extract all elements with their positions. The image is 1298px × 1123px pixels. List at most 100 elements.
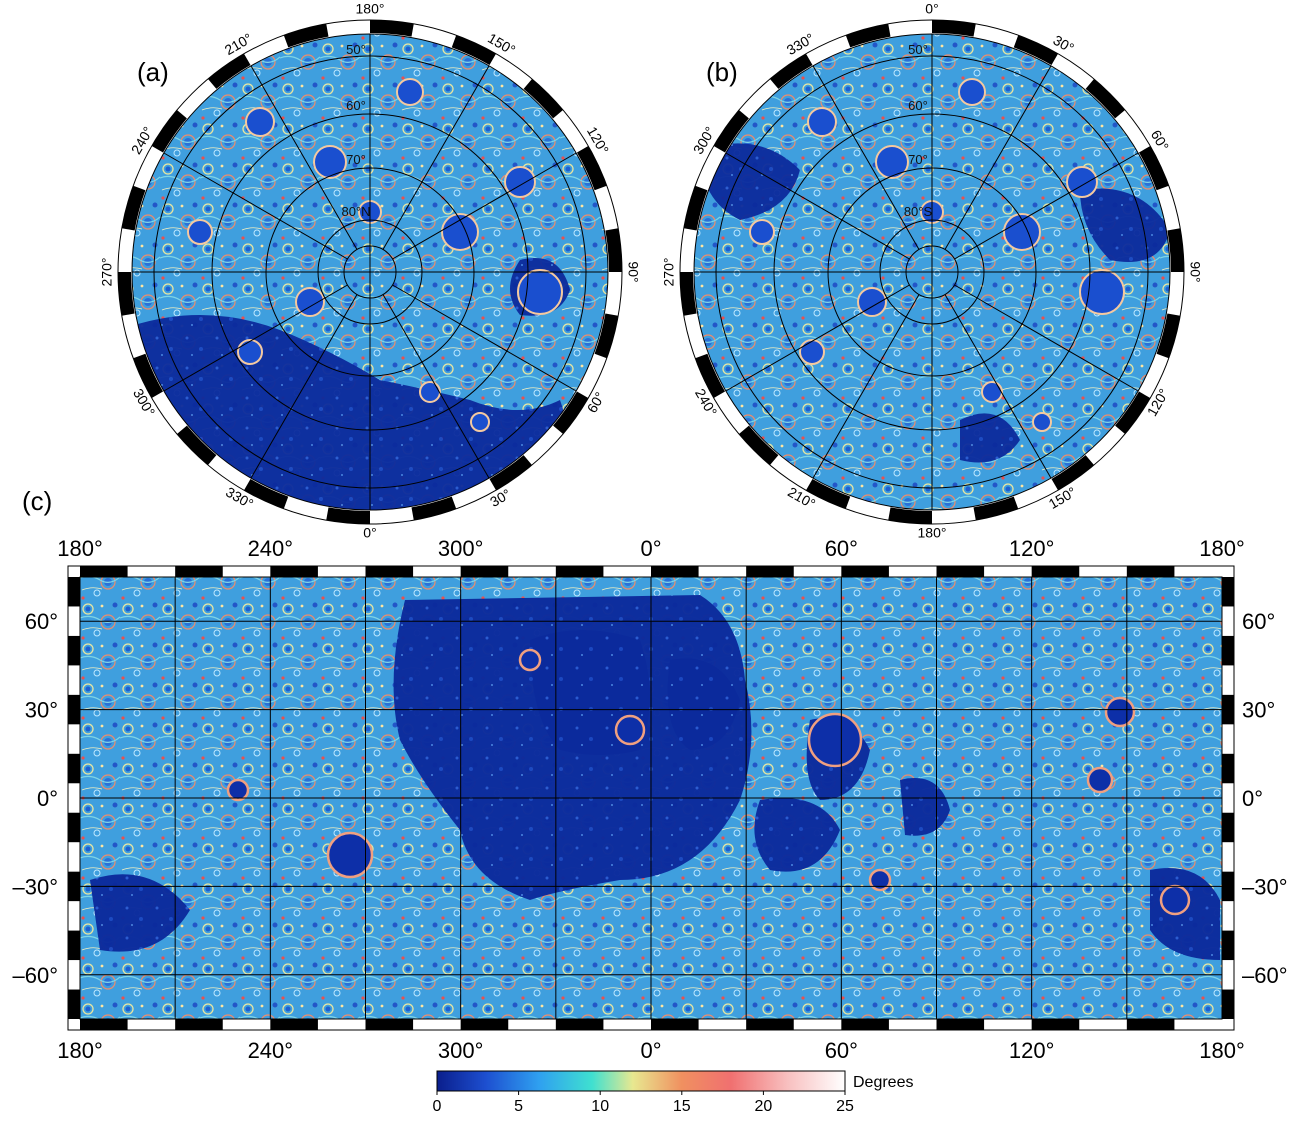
polar-surface	[132, 34, 608, 510]
colorbar-tick-label: 5	[514, 1098, 523, 1115]
colorbar: 0 5 10 15 20 25 Degrees	[433, 1070, 913, 1115]
frame-tick	[841, 1019, 889, 1030]
frame-tick	[175, 1019, 223, 1030]
meridian-line	[812, 294, 920, 479]
frame-tick	[1167, 228, 1184, 272]
latitude-label-right: –30°	[1242, 874, 1288, 899]
frame-tick	[1222, 753, 1234, 784]
latitude-label-right: 60°	[1242, 609, 1275, 634]
meridian-line	[944, 294, 1052, 479]
crater	[518, 648, 542, 672]
longitude-label-top: 180°	[1199, 536, 1245, 561]
meridian-line	[382, 294, 490, 479]
frame-tick	[68, 694, 80, 725]
frame-tick	[1051, 455, 1094, 491]
longitude-label-bottom: 240°	[248, 1038, 294, 1063]
frame-tick	[651, 566, 699, 577]
longitude-label-top: 60°	[825, 536, 858, 561]
frame-tick	[68, 871, 80, 902]
crater	[237, 339, 263, 365]
frame-tick	[713, 110, 749, 153]
frame-tick	[738, 425, 779, 466]
longitude-label: 0°	[363, 525, 376, 541]
meridian-line	[812, 65, 920, 250]
global-map: 180° 180° 240° 240° 300° 300° 0° 0° 60° 60° 120° 12…	[12, 536, 1287, 1063]
longitude-label-bottom: 120°	[1009, 1038, 1055, 1063]
frame-tick	[270, 566, 318, 577]
crater	[868, 868, 892, 892]
latitude-label-left: –60°	[12, 963, 58, 988]
mare-region	[132, 315, 600, 510]
meridian-line	[382, 65, 490, 250]
longitude-label-bottom: 180°	[57, 1038, 103, 1063]
frame-tick	[1222, 694, 1234, 725]
meridian-line	[163, 152, 348, 260]
crater	[807, 107, 837, 137]
meridian-line	[954, 152, 1139, 260]
south-polar-map: 0°30°60°90°120°150°180°210°240°270°300°3…	[661, 1, 1204, 541]
crater	[470, 412, 490, 432]
frame-tick	[68, 930, 80, 961]
latitude-label: 70°	[346, 152, 366, 167]
frame-tick	[68, 989, 80, 1019]
meridian-line	[250, 65, 358, 250]
frame-tick	[845, 23, 891, 48]
crater	[875, 145, 909, 179]
crater	[245, 107, 275, 137]
frame-tick	[1222, 930, 1234, 961]
frame-tick	[489, 455, 532, 491]
latitude-label-left: 0°	[37, 786, 58, 811]
frame-tick	[1031, 1019, 1080, 1030]
north-polar-map: 180°150°120°90°60°30°0°330°300°270°240°2…	[99, 1, 642, 541]
frame-tick	[1222, 871, 1234, 902]
frame-tick	[451, 35, 496, 66]
latitude-label: 50°	[908, 42, 928, 57]
frame-tick	[176, 425, 217, 466]
meridian-line	[944, 65, 1052, 250]
colorbar-tick-label: 0	[433, 1098, 442, 1115]
frame-tick	[1126, 566, 1175, 577]
crater	[313, 145, 347, 179]
frame-tick	[770, 53, 813, 89]
frame-tick	[1156, 313, 1181, 359]
latitude-label-left: –30°	[12, 874, 58, 899]
colorbar-tick-label: 15	[673, 1098, 691, 1115]
frame-tick	[973, 496, 1019, 521]
frame-tick	[936, 566, 985, 577]
crater	[226, 778, 250, 802]
frame-tick	[683, 185, 708, 231]
longitude-label: 270°	[99, 258, 115, 287]
crater	[1032, 412, 1052, 432]
longitude-label: 180°	[356, 1, 385, 17]
panel-c-label: (c)	[22, 486, 53, 516]
map-border	[693, 33, 1171, 511]
mare-region	[900, 778, 950, 836]
frame-tick	[151, 110, 187, 153]
latitude-label-right: 0°	[1242, 786, 1263, 811]
frame-tick	[175, 566, 223, 577]
frame-tick	[460, 1019, 509, 1030]
longitude-label: 90°	[625, 261, 641, 282]
map-border	[131, 33, 609, 511]
longitude-label-top: 180°	[57, 536, 103, 561]
frame-tick	[806, 478, 851, 509]
mare-region	[960, 413, 1020, 463]
frame-tick	[326, 507, 370, 524]
frame-tick	[1126, 1019, 1175, 1030]
longitude-label: 0°	[925, 1, 938, 17]
frame-tick	[1013, 35, 1058, 66]
frame-tick	[370, 20, 414, 37]
longitude-label: 90°	[1187, 261, 1203, 282]
meridian-line	[163, 284, 348, 392]
frame-tick	[553, 391, 589, 434]
frame-tick	[1222, 635, 1234, 666]
mare-region	[754, 798, 840, 872]
frame-tick	[68, 753, 80, 784]
longitude-label-bottom: 300°	[438, 1038, 484, 1063]
frame-tick	[270, 1019, 318, 1030]
frame-tick	[365, 566, 414, 577]
meridian-line	[392, 284, 577, 392]
latitude-label: 80°N	[341, 204, 370, 219]
longitude-label: 180°	[918, 525, 947, 541]
panel-a-label: (a)	[137, 57, 169, 87]
